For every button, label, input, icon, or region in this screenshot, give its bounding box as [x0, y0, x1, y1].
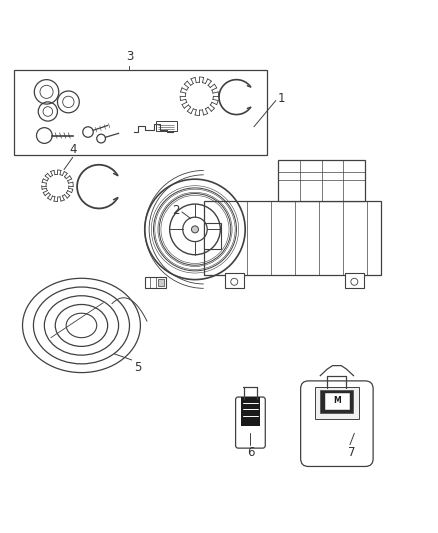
- FancyBboxPatch shape: [300, 381, 373, 466]
- Bar: [155, 120, 177, 131]
- Text: 5: 5: [134, 361, 141, 374]
- Bar: [14, 70, 267, 155]
- Bar: [320, 390, 353, 413]
- Bar: [345, 273, 364, 288]
- Text: 4: 4: [69, 143, 77, 156]
- Text: 1: 1: [278, 92, 286, 105]
- Text: 7: 7: [348, 446, 356, 459]
- Bar: [325, 393, 349, 409]
- Bar: [204, 223, 221, 249]
- Bar: [145, 277, 166, 288]
- Bar: [158, 279, 164, 286]
- FancyBboxPatch shape: [236, 397, 265, 448]
- Circle shape: [191, 226, 198, 233]
- Bar: [241, 398, 260, 426]
- Ellipse shape: [66, 313, 97, 338]
- Text: 6: 6: [247, 446, 254, 459]
- Text: M: M: [333, 397, 341, 406]
- Bar: [278, 159, 365, 201]
- Bar: [225, 273, 244, 288]
- Bar: [315, 386, 359, 419]
- Bar: [204, 201, 381, 275]
- Text: 3: 3: [126, 50, 133, 63]
- Text: 2: 2: [172, 204, 180, 217]
